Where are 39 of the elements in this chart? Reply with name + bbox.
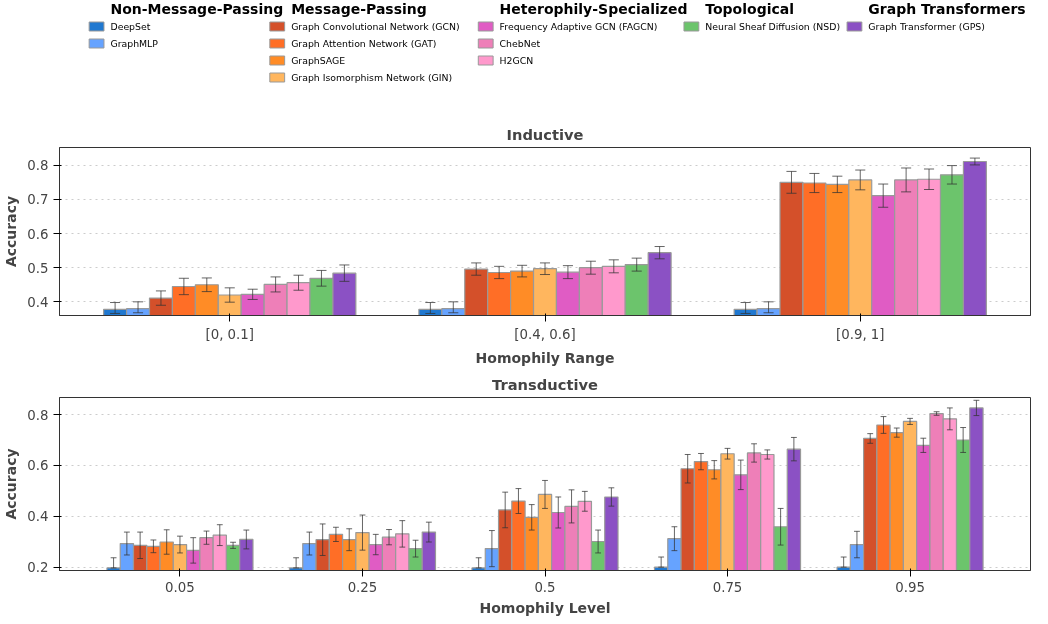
y-tick-label: 0.6 xyxy=(27,458,49,474)
text: Message-Passing xyxy=(291,0,427,17)
chart-title: Transductive xyxy=(492,375,598,393)
y-tick-label: 0.8 xyxy=(27,407,49,423)
x-tick-label: [0, 0.1] xyxy=(205,326,255,342)
text: Graph Transformers xyxy=(868,0,1026,17)
y-tick-label: 0.7 xyxy=(27,192,49,208)
legend-label: Graph Attention Network (GAT) xyxy=(291,38,437,49)
x-tick-label: 0.75 xyxy=(712,579,743,595)
x-tick-label: 0.25 xyxy=(347,579,378,595)
legend-label: ChebNet xyxy=(499,38,541,49)
x-tick-label: [0.4, 0.6] xyxy=(514,326,576,342)
text: Topological xyxy=(705,0,795,17)
x-axis-title: Homophily Range xyxy=(475,349,615,366)
legend-label: Graph Convolutional Network (GCN) xyxy=(291,21,460,32)
y-axis-title: Accuracy xyxy=(3,448,20,520)
text: Non-Message-Passing xyxy=(110,0,284,17)
y-axis-title: Accuracy xyxy=(3,195,20,268)
chart-title: Inductive xyxy=(506,125,584,143)
legend-label: DeepSet xyxy=(110,21,151,32)
legend-label: GraphMLP xyxy=(110,38,159,49)
x-tick-label: 0.95 xyxy=(895,579,925,595)
legend-label: Frequency Adaptive GCN (FAGCN) xyxy=(499,21,658,32)
y-tick-label: 0.8 xyxy=(27,158,49,174)
x-tick-label: 0.5 xyxy=(534,579,556,595)
x-tick-label: 0.05 xyxy=(165,579,195,595)
y-tick-label: 0.2 xyxy=(27,560,49,576)
legend-label: H2GCN xyxy=(499,55,534,66)
x-axis-title: Homophily Level xyxy=(479,599,611,616)
y-tick-label: 0.4 xyxy=(27,294,49,310)
legend-label: Neural Sheaf Diffusion (NSD) xyxy=(705,21,841,32)
x-tick-label: [0.9, 1] xyxy=(835,326,885,342)
y-tick-label: 0.6 xyxy=(27,226,49,242)
y-tick-label: 0.4 xyxy=(27,509,49,525)
text: Heterophily-Specialized xyxy=(499,0,688,17)
legend-label: Graph Transformer (GPS) xyxy=(868,21,985,32)
y-tick-label: 0.5 xyxy=(27,260,49,276)
legend-label: GraphSAGE xyxy=(291,55,346,66)
legend-label: Graph Isomorphism Network (GIN) xyxy=(291,72,453,83)
